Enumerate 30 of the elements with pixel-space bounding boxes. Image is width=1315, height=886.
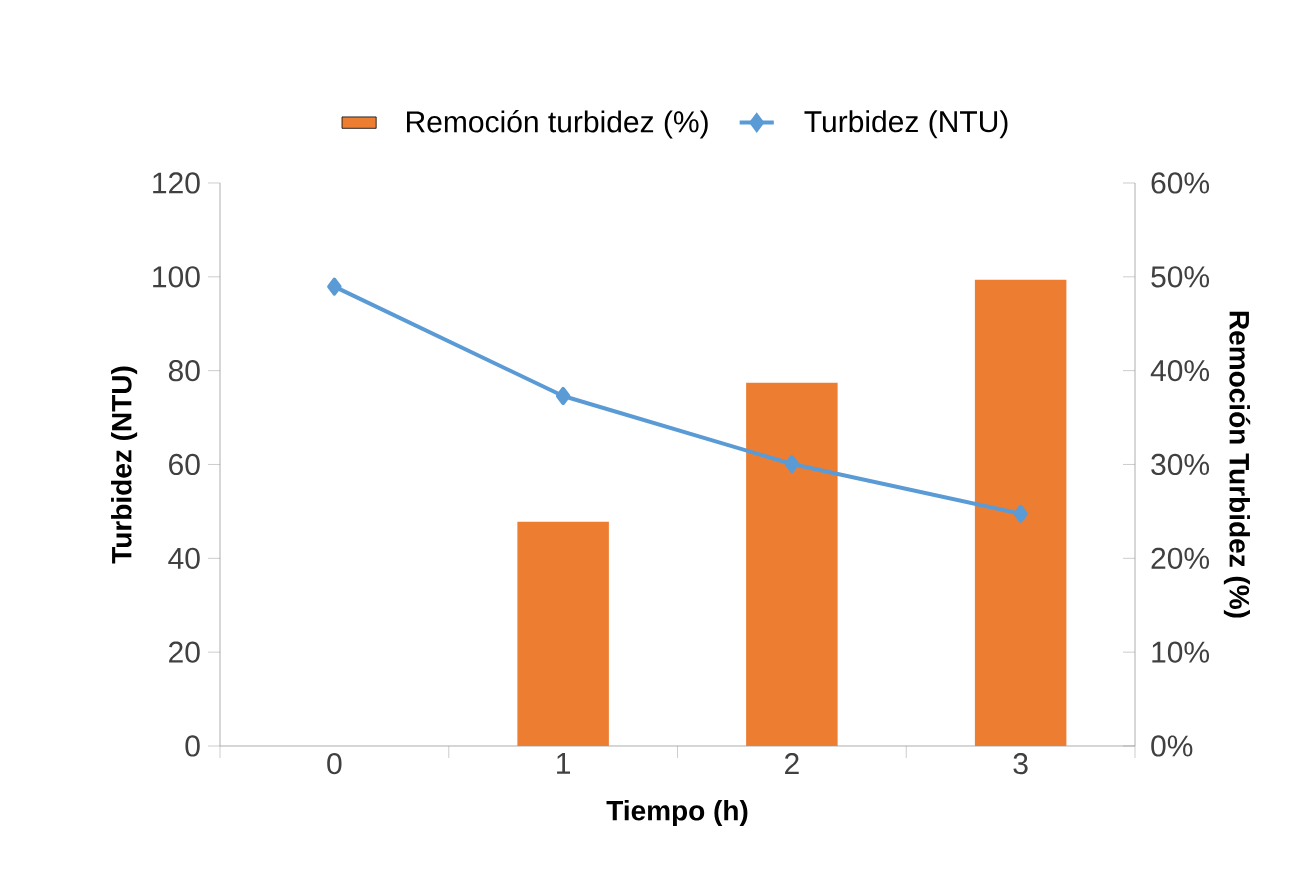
y2-tick-label: 40%	[1150, 360, 1210, 382]
y-tick-label: 80	[168, 360, 200, 382]
y2-tick-label: 30%	[1151, 453, 1210, 476]
x-tick-label: 0	[327, 753, 342, 775]
y2-tick-label: 10%	[1152, 641, 1210, 663]
bar	[517, 521, 609, 746]
y2-axis-title: Remoción Turbidez (%)	[1223, 311, 1251, 618]
y2-tick-label: 50%	[1151, 266, 1210, 288]
y2-tick-label: 60%	[1151, 172, 1210, 194]
y-tick-label: 0	[185, 735, 200, 757]
point	[555, 386, 571, 405]
legend-label: Turbidez (NTU)	[804, 110, 1008, 139]
bar	[974, 279, 1067, 746]
point	[1013, 504, 1028, 523]
y-tick-label: 20	[169, 641, 200, 663]
y2-tick-label: 20%	[1151, 547, 1210, 569]
x-tick-label: 1	[557, 753, 570, 774]
y2-tick-label: 0%	[1151, 735, 1193, 757]
y-tick-label: 60	[169, 453, 200, 476]
y-tick-label: 100	[153, 266, 200, 288]
x-tick-label: 3	[1013, 753, 1028, 775]
x-tick-label: 2	[785, 753, 799, 774]
y-axis-title: Turbidez (NTU)	[111, 366, 138, 564]
legend-label: Remoción turbidez (%)	[407, 110, 708, 139]
bar	[746, 382, 838, 746]
x-axis-title: Tiempo (h)	[606, 800, 748, 827]
point	[784, 455, 800, 474]
y-tick-label: 40	[168, 547, 200, 569]
point	[327, 277, 342, 296]
y-tick-label: 120	[153, 172, 200, 194]
